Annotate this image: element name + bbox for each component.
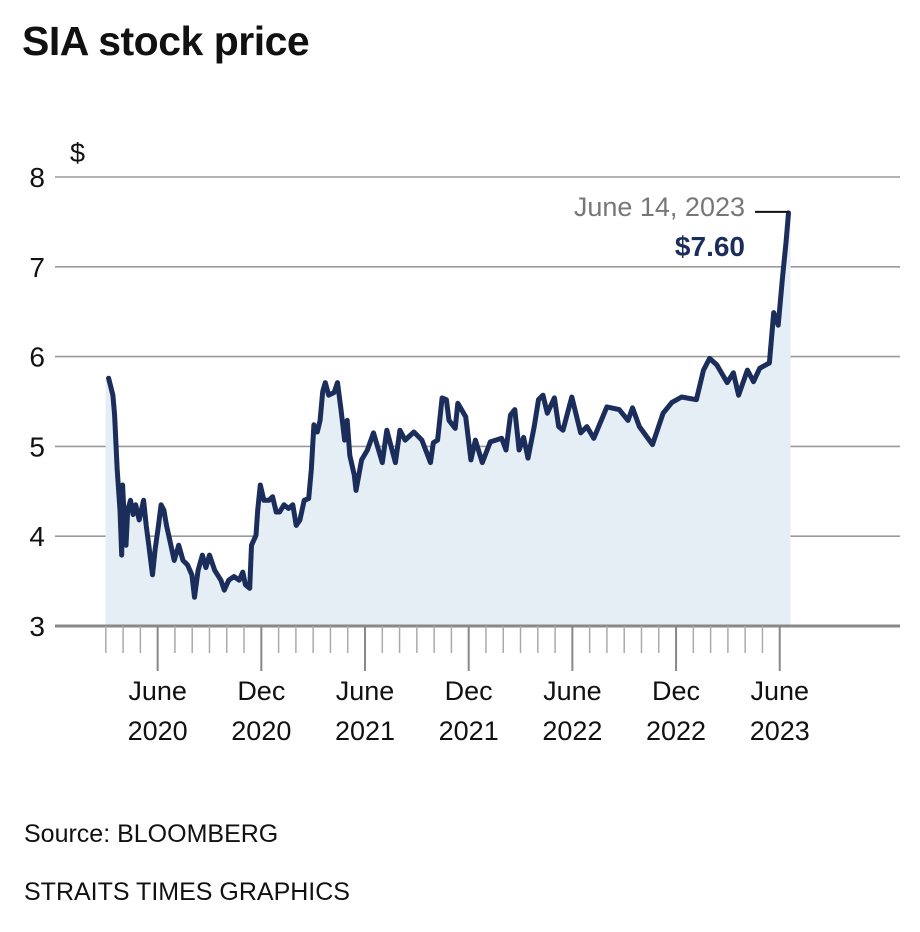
x-tick-label-year: 2021 [439,716,499,746]
x-tick-label-month: Dec [445,676,493,706]
y-tick-label: 4 [29,521,45,552]
x-tick-label-year: 2022 [646,716,706,746]
x-axis: June 2020 Dec 2020 June 2021 Dec 2021 June 2022 De… [55,624,900,746]
x-tick-label-month: June [543,676,602,706]
y-tick-label: 5 [29,431,45,462]
x-tick-label-year: 2023 [750,716,810,746]
credit-note: STRAITS TIMES GRAPHICS [24,878,350,906]
y-axis-unit-label: $ [70,138,85,168]
y-tick-label: 8 [29,162,45,193]
annotation-value: $7.60 [675,231,745,262]
x-tick-label-month: June [750,676,809,706]
y-tick-label: 6 [29,342,45,373]
price-line [106,210,791,600]
x-tick-label-year: 2022 [542,716,602,746]
source-note: Source: BLOOMBERG [24,820,279,848]
x-tick-label-year: 2020 [231,716,291,746]
y-tick-label: 7 [29,252,45,283]
x-tick-label-year: 2021 [335,716,395,746]
annotation-date: June 14, 2023 [574,192,745,222]
x-tick-label-month: Dec [652,676,700,706]
x-tick-label-month: June [128,676,187,706]
chart-title: SIA stock price [22,18,310,64]
x-tick-label-month: June [336,676,395,706]
y-axis: 3 4 5 6 7 8 [29,162,45,642]
y-tick-label: 3 [29,611,45,642]
x-tick-label-year: 2020 [128,716,188,746]
x-tick-label-month: Dec [237,676,285,706]
